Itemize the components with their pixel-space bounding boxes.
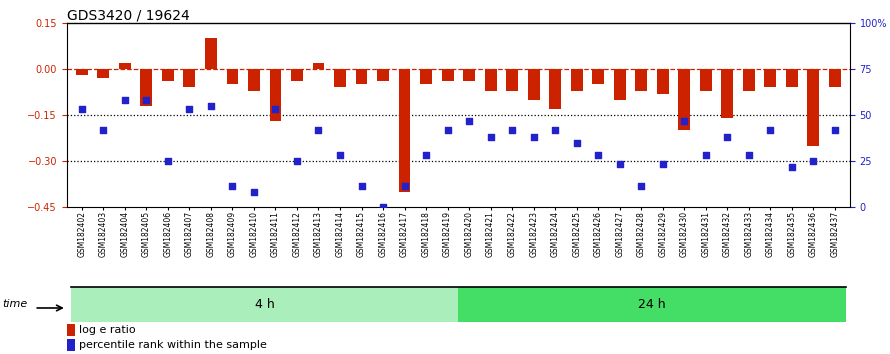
Point <box>699 152 713 158</box>
Point <box>764 127 778 133</box>
Bar <box>678 69 690 130</box>
Bar <box>485 69 497 91</box>
Point <box>312 127 326 133</box>
Text: time: time <box>3 299 28 309</box>
Bar <box>657 69 668 93</box>
Bar <box>162 69 174 81</box>
Point <box>75 106 89 112</box>
Point <box>225 183 239 188</box>
Point <box>161 158 175 164</box>
Bar <box>570 69 583 91</box>
Bar <box>528 69 539 100</box>
Bar <box>312 63 325 69</box>
Point <box>527 134 541 139</box>
Point <box>419 152 433 158</box>
Bar <box>183 69 195 87</box>
Bar <box>399 69 410 192</box>
Point <box>656 161 670 167</box>
Point <box>548 127 562 133</box>
Bar <box>205 38 217 69</box>
Point <box>483 134 498 139</box>
Bar <box>97 69 109 78</box>
Bar <box>356 69 368 84</box>
Point <box>806 158 821 164</box>
Point <box>462 118 476 124</box>
Point <box>376 204 390 210</box>
Bar <box>458 287 846 322</box>
Point <box>182 106 197 112</box>
Point <box>333 152 347 158</box>
Point <box>785 164 799 170</box>
Point <box>828 127 842 133</box>
Text: GDS3420 / 19624: GDS3420 / 19624 <box>67 9 190 23</box>
Bar <box>463 69 475 81</box>
Bar <box>227 69 239 84</box>
Bar <box>76 69 88 75</box>
Bar <box>549 69 561 109</box>
Point <box>96 127 110 133</box>
Point <box>117 97 132 103</box>
Point <box>441 127 455 133</box>
Point <box>720 134 734 139</box>
Point <box>591 152 605 158</box>
Point <box>634 183 648 188</box>
Point <box>139 97 153 103</box>
Bar <box>420 69 432 84</box>
Bar <box>291 69 303 81</box>
Point <box>290 158 304 164</box>
Bar <box>270 69 281 121</box>
Bar <box>67 339 76 352</box>
Bar <box>441 69 454 81</box>
Point <box>398 183 412 188</box>
Bar <box>765 69 776 87</box>
Bar <box>248 69 260 91</box>
Point <box>612 161 627 167</box>
Bar <box>743 69 755 91</box>
Bar <box>334 69 346 87</box>
Bar <box>722 69 733 118</box>
Point <box>269 106 283 112</box>
Bar <box>71 287 458 322</box>
Point <box>247 189 261 195</box>
Bar <box>807 69 820 146</box>
Text: 4 h: 4 h <box>255 298 275 311</box>
Bar <box>377 69 389 81</box>
Bar <box>119 63 131 69</box>
Text: percentile rank within the sample: percentile rank within the sample <box>79 341 267 350</box>
Point <box>354 183 368 188</box>
Point <box>505 127 519 133</box>
Point <box>570 140 584 145</box>
Point <box>204 103 218 109</box>
Text: log e ratio: log e ratio <box>79 325 136 336</box>
Bar <box>67 324 76 336</box>
Bar <box>592 69 604 84</box>
Bar <box>141 69 152 106</box>
Bar <box>700 69 712 91</box>
Bar <box>635 69 647 91</box>
Text: 24 h: 24 h <box>638 298 666 311</box>
Point <box>741 152 756 158</box>
Bar <box>506 69 518 91</box>
Bar <box>614 69 626 100</box>
Point <box>677 118 692 124</box>
Bar <box>786 69 797 87</box>
Bar <box>829 69 841 87</box>
